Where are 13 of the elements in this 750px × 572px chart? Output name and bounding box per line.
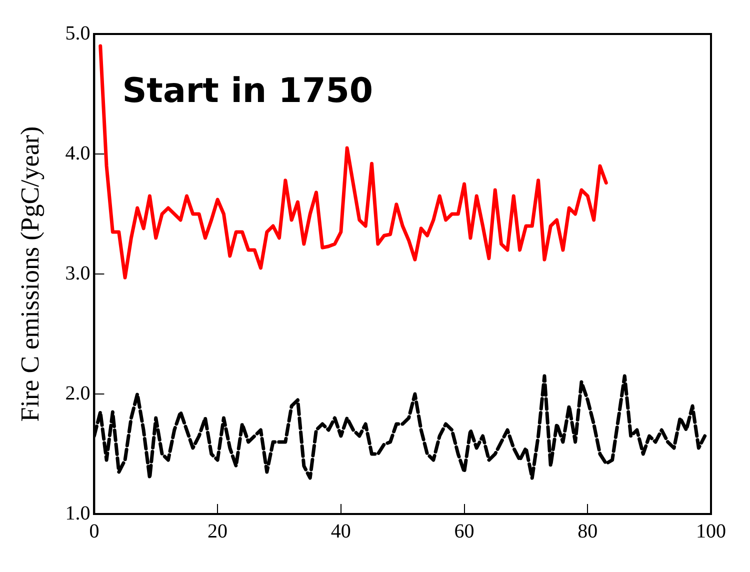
- y-tick-label: 4.0: [65, 142, 90, 164]
- annotation: Start in 1750: [122, 70, 374, 111]
- y-axis-title: Fire C emissions (PgC/year): [15, 126, 44, 422]
- y-tick-label: 5.0: [65, 22, 90, 44]
- x-tick-label: 100: [696, 520, 726, 542]
- x-tick-label: 40: [330, 520, 351, 542]
- y-tick-label: 3.0: [65, 262, 90, 284]
- x-tick-label: 60: [454, 520, 474, 542]
- y-tick-label: 1.0: [65, 502, 90, 524]
- x-tick-label: 80: [578, 520, 598, 542]
- x-tick-label: 20: [208, 520, 228, 542]
- x-tick-label: 0: [89, 520, 100, 542]
- y-tick-label: 2.0: [65, 382, 90, 404]
